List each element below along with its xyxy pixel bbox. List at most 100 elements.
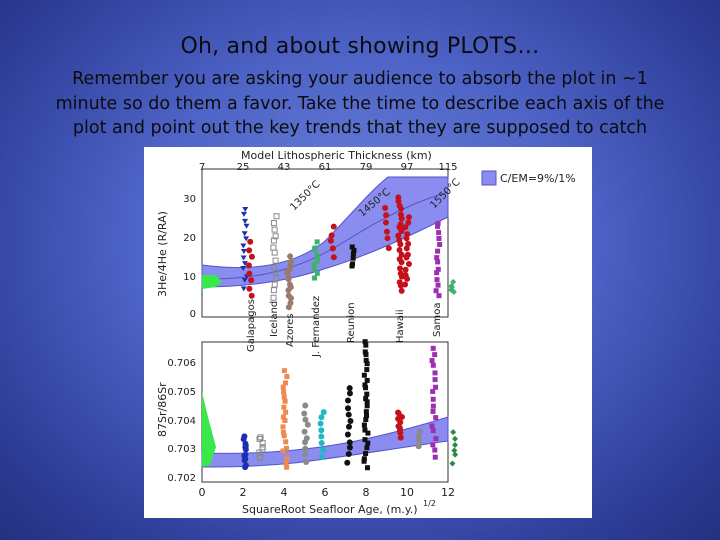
point-hawaii-b: [402, 224, 409, 231]
point-hawaii-b: [403, 254, 410, 261]
point-galapagos: [242, 218, 249, 224]
point-azores-sr: [280, 424, 286, 430]
point-samoa-sr: [433, 384, 439, 390]
point-iceland: [271, 226, 278, 233]
point-extra-sr: [451, 447, 458, 454]
top-tick: 79: [360, 162, 373, 173]
point-hawaii-b: [403, 245, 410, 252]
point-mid-red: [328, 232, 335, 239]
point-jf-sr: [302, 451, 309, 458]
point-j-fernandez: [314, 270, 320, 276]
point-samoa-sr: [430, 428, 436, 434]
point-samoa-sr: [429, 423, 435, 429]
point-jf-sr: [302, 416, 309, 423]
point-galapagos: [241, 261, 248, 267]
locality-label-samoa: Samoa: [432, 303, 443, 337]
point-azores-sr: [281, 404, 287, 410]
point-reunion2-sr: [364, 413, 370, 419]
point-reunion2-sr: [361, 422, 367, 428]
point-hawaii-b: [404, 275, 411, 282]
point-galapagos-sr: [241, 457, 248, 464]
point-hawaii: [397, 241, 404, 248]
point-iceland-sr: [259, 439, 266, 446]
point-hawaii: [398, 287, 405, 294]
lower-y-label: 87Sr/86Sr: [156, 382, 169, 437]
point-reunion2-sr: [363, 416, 369, 422]
point-azores-sr: [280, 414, 286, 420]
point-galapagos: [240, 211, 247, 217]
point-mid-red: [330, 254, 337, 261]
point-samoa: [435, 266, 441, 272]
point-azores-sr: [280, 448, 286, 454]
slide-body-text: Remember you are asking your audience to…: [40, 67, 680, 141]
locality-label-reunion: Reunion: [346, 302, 357, 343]
point-hawaii-b: [405, 219, 412, 226]
point-j-fernandez: [311, 265, 317, 271]
point-reunion-sr: [345, 411, 352, 418]
point-reunion2-sr: [362, 427, 368, 433]
point-iceland: [270, 287, 277, 294]
point-jf2-sr: [318, 414, 325, 421]
point-galapagos: [240, 286, 247, 292]
point-jf2-sr: [318, 439, 325, 446]
point-extra-sr: [450, 429, 457, 436]
point-galapagos-red: [248, 253, 255, 260]
point-hawaii: [395, 198, 402, 205]
point-galapagos: [240, 266, 247, 272]
point-azores-sr: [283, 409, 289, 415]
body-line-2: minute so do them a favor. Take the time…: [55, 93, 665, 114]
bottom-tick: 2: [240, 486, 247, 499]
bottom-tick: 10: [400, 486, 414, 499]
point-extra-sr: [452, 451, 459, 458]
point-samoa-sr: [430, 396, 436, 402]
top-tick: 25: [237, 162, 250, 173]
point-azores-sr: [280, 429, 286, 435]
point-hawaii-b: [403, 235, 410, 242]
point-samoa-sr: [430, 408, 436, 414]
point-mid-red: [327, 237, 334, 244]
point-iceland: [270, 220, 277, 227]
point-galapagos: [242, 206, 249, 212]
bottom-axis-title: SquareRoot Seafloor Age, (m.y.): [242, 503, 418, 516]
point-j-fernandez: [312, 246, 318, 252]
point-jf2-sr: [317, 420, 324, 427]
point-reunion: [351, 247, 357, 253]
upper-panel-frame: [201, 168, 449, 318]
point-hawaii-b: [405, 260, 412, 267]
point-reunion: [350, 251, 356, 257]
point-reunion2-sr: [361, 372, 367, 378]
point-reunion2-sr: [363, 342, 369, 348]
point-galapagos-red: [246, 285, 253, 292]
body-line-1: Remember you are asking your audience to…: [72, 69, 648, 89]
point-azores-sr: [281, 389, 287, 395]
point-samoa-sr: [430, 362, 436, 368]
bottom-tick: 8: [363, 486, 370, 499]
point-jf2-sr: [318, 427, 325, 434]
point-hawaii: [396, 265, 403, 272]
point-reunion-sr: [344, 431, 351, 438]
point-samoa: [433, 288, 439, 294]
point-samoa-sr: [432, 352, 438, 358]
point-jf2-sr: [319, 453, 326, 460]
point-samoa-sr: [432, 454, 438, 460]
figure-svg: C/EM=9%/1% Model Lithospheric Thickness …: [156, 149, 576, 516]
point-galapagos: [241, 231, 248, 237]
lower-y-tick: 0.705: [167, 387, 196, 398]
point-hawaii: [398, 228, 405, 235]
point-galapagos-red: [246, 247, 253, 254]
point-jf2-sr: [320, 447, 327, 454]
legend-label: C/EM=9%/1%: [500, 172, 576, 185]
point-azores: [285, 304, 292, 311]
point-iceland: [273, 275, 280, 282]
locality-label-hawaii: Hawaii: [395, 309, 406, 343]
point-grey-sr: [416, 438, 423, 445]
point-reunion: [349, 263, 355, 269]
point-reunion2-sr: [362, 339, 368, 345]
point-reunion-sr: [345, 405, 352, 412]
point-reunion2-sr: [365, 430, 371, 436]
point-reunion2-sr: [363, 451, 369, 457]
point-azores-sr: [284, 464, 290, 470]
locality-labels: Galapagos Iceland Azores J. Fernandez Re…: [246, 296, 443, 358]
point-azores-sr: [283, 460, 289, 466]
point-azores-sr: [283, 445, 289, 451]
